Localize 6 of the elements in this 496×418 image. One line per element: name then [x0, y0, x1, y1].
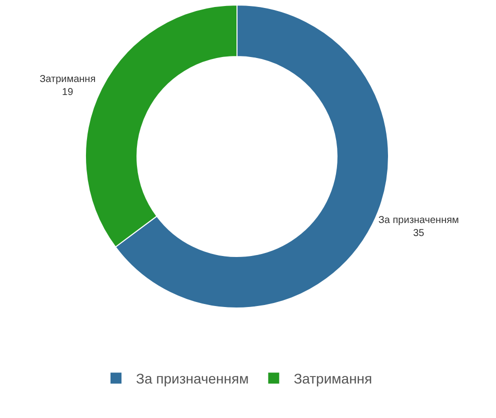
slice-label: За призначенням — [378, 214, 460, 226]
legend-label: Затримання — [294, 370, 372, 387]
legend-label: За призначенням — [136, 370, 249, 387]
data-label: 19 — [62, 87, 74, 98]
data-label: 35 — [413, 228, 425, 239]
slice-label: Затримання — [40, 74, 96, 86]
